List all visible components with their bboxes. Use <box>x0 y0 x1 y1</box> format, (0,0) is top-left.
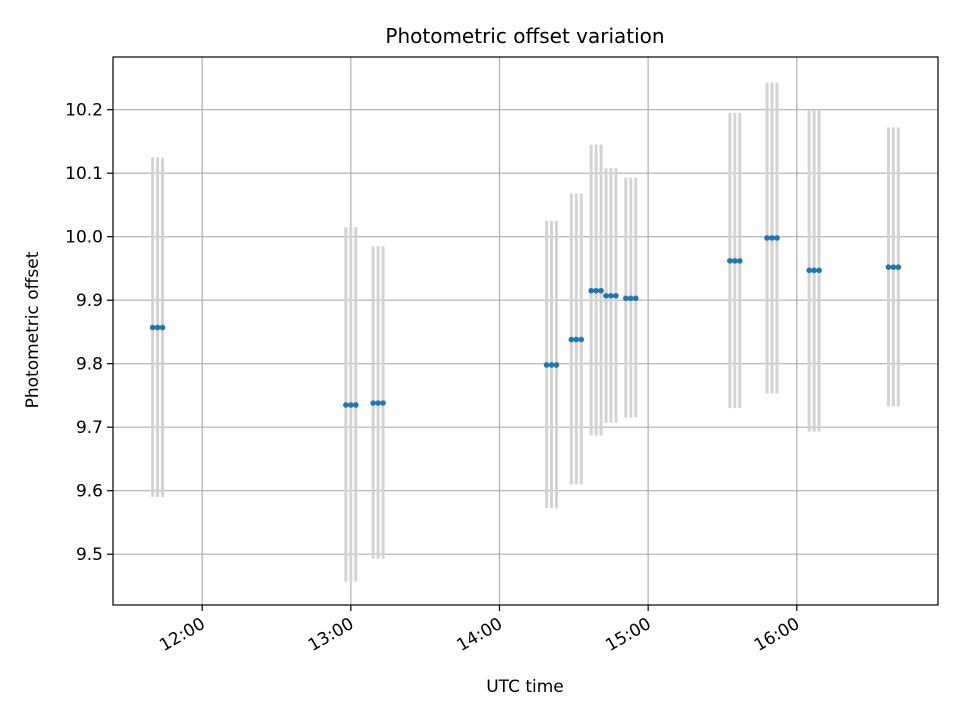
y-tick-label: 9.8 <box>76 355 103 375</box>
data-point <box>737 258 743 264</box>
data-points <box>149 235 902 408</box>
data-point <box>890 264 897 270</box>
data-point <box>543 362 550 368</box>
data-point <box>774 235 780 241</box>
axis-ticks: 12:00 13:00 14:00 15:00 16:00 9.5 9.6 9.7 9.8 9.9… <box>65 101 803 656</box>
y-axis-title: Photometric offset <box>23 251 43 408</box>
data-point <box>598 287 604 294</box>
x-axis-title: UTC time <box>486 677 564 697</box>
error-bars <box>151 82 900 582</box>
data-point <box>811 267 817 274</box>
data-point <box>627 295 634 302</box>
data-point <box>632 295 639 302</box>
data-point <box>613 292 619 299</box>
data-point <box>764 235 770 241</box>
data-point <box>895 264 902 270</box>
data-point <box>608 292 614 299</box>
data-point <box>806 267 812 274</box>
data-point <box>623 295 629 302</box>
x-tick-label: 15:00 <box>602 614 654 656</box>
data-point <box>348 402 354 408</box>
y-tick-label: 10.1 <box>65 164 103 184</box>
data-point <box>159 324 166 331</box>
data-point <box>885 264 892 270</box>
data-point <box>553 362 560 368</box>
data-point <box>603 292 609 299</box>
chart-title: Photometric offset variation <box>385 24 664 48</box>
data-point <box>727 258 733 264</box>
data-point <box>816 267 822 274</box>
x-tick-label: 13:00 <box>305 614 357 656</box>
y-tick-label: 9.6 <box>76 482 103 502</box>
data-point <box>370 400 376 406</box>
x-tick-label: 14:00 <box>454 614 506 656</box>
y-tick-label: 10.0 <box>65 228 103 248</box>
plot-area-frame <box>112 56 939 606</box>
data-point <box>588 287 594 294</box>
data-point <box>352 402 359 408</box>
y-tick-label: 9.5 <box>76 545 103 565</box>
data-point <box>149 324 156 331</box>
data-point <box>573 336 580 343</box>
y-tick-label: 9.7 <box>76 418 103 438</box>
y-tick-label: 10.2 <box>65 101 103 121</box>
data-point <box>568 336 575 343</box>
data-point <box>343 402 349 408</box>
x-tick-label: 16:00 <box>751 614 803 656</box>
data-point <box>548 362 555 368</box>
data-point <box>593 287 599 294</box>
data-point <box>578 336 585 343</box>
data-point <box>380 400 386 406</box>
gridlines <box>113 57 938 605</box>
data-point <box>154 324 161 331</box>
data-point <box>732 258 738 264</box>
x-tick-label: 12:00 <box>156 614 208 656</box>
y-tick-label: 9.9 <box>76 291 103 311</box>
data-point <box>769 235 775 241</box>
data-point <box>375 400 381 406</box>
